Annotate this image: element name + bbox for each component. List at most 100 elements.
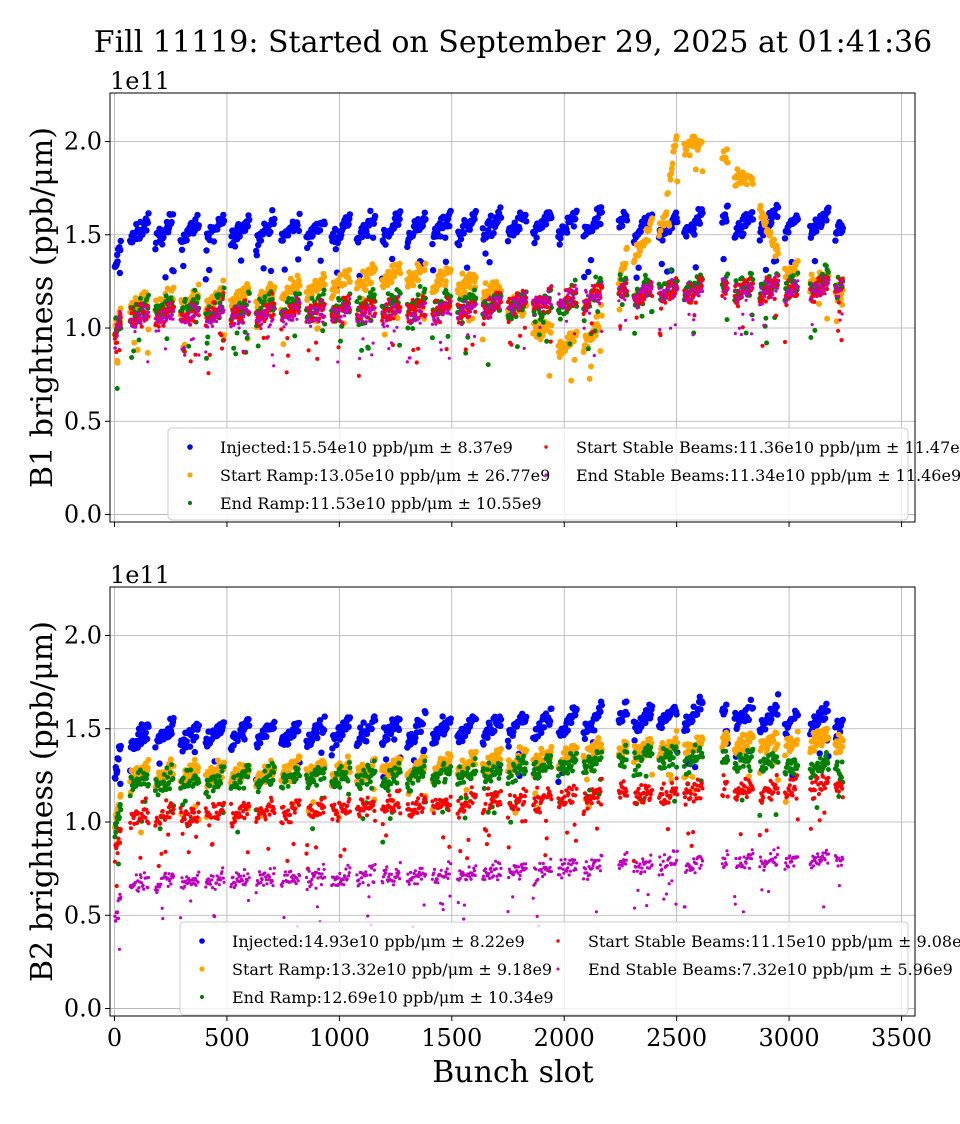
data-point (357, 320, 360, 323)
data-point (493, 309, 496, 312)
data-point (192, 319, 196, 323)
data-point (749, 271, 754, 276)
data-point (258, 320, 261, 323)
data-point (129, 355, 134, 360)
data-point (794, 290, 797, 293)
data-point (620, 293, 623, 296)
data-point (473, 274, 479, 280)
data-point (313, 310, 316, 313)
data-point (557, 241, 563, 247)
data-point (242, 315, 245, 318)
data-point (659, 307, 663, 311)
data-point (792, 282, 795, 285)
data-point (295, 728, 301, 734)
data-point (739, 287, 742, 290)
data-point (599, 209, 605, 215)
data-point (697, 706, 703, 712)
data-point (161, 323, 164, 326)
data-point (421, 294, 425, 298)
data-point (143, 320, 146, 323)
data-point (348, 306, 351, 309)
data-point (796, 286, 799, 289)
data-point (691, 231, 697, 237)
data-point (159, 241, 165, 247)
data-point (497, 291, 501, 295)
data-point (776, 287, 779, 290)
data-point (221, 297, 225, 301)
data-point (269, 306, 272, 309)
data-point (688, 293, 691, 296)
data-point (625, 288, 628, 291)
data-point (490, 305, 493, 308)
data-point (668, 285, 671, 288)
data-point (548, 323, 554, 329)
data-point (267, 335, 270, 338)
legend-marker (188, 501, 192, 505)
data-point (185, 321, 188, 324)
data-point (811, 323, 814, 326)
data-point (672, 294, 675, 297)
data-point (134, 326, 137, 329)
data-point (204, 356, 209, 361)
data-point (235, 331, 240, 336)
data-point (760, 287, 763, 290)
y-axis-label: B1 brightness (ppb/μm) (25, 127, 60, 488)
data-point (443, 278, 449, 284)
data-point (496, 302, 499, 305)
data-point (317, 227, 323, 233)
data-point (339, 308, 342, 311)
data-point (215, 320, 218, 323)
data-point (517, 297, 520, 300)
data-point (320, 313, 323, 316)
data-point (668, 177, 674, 183)
data-point (270, 292, 274, 296)
data-point (263, 734, 269, 740)
data-point (662, 289, 665, 292)
data-point (192, 749, 198, 755)
data-point (131, 318, 134, 321)
data-point (372, 299, 376, 303)
data-point (374, 306, 377, 309)
data-point (656, 233, 662, 239)
data-point (195, 765, 201, 771)
data-point (297, 291, 302, 296)
data-point (825, 287, 829, 291)
data-point (473, 310, 477, 314)
data-point (260, 265, 266, 271)
data-point (649, 215, 655, 221)
data-point (338, 339, 343, 344)
data-point (825, 205, 831, 211)
data-point (555, 779, 561, 785)
data-point (259, 327, 262, 330)
data-point (636, 295, 639, 298)
data-point (448, 300, 451, 303)
data-point (817, 750, 823, 756)
data-point (523, 326, 527, 330)
data-point (547, 718, 553, 724)
data-point (744, 181, 750, 187)
data-point (558, 317, 563, 322)
data-point (118, 743, 124, 749)
data-point (138, 829, 144, 835)
x-tick-label: 3500 (871, 1024, 932, 1052)
data-point (233, 351, 238, 356)
data-point (595, 291, 598, 294)
data-point (259, 313, 262, 316)
data-point (767, 291, 770, 294)
data-point (419, 322, 422, 325)
data-point (819, 284, 822, 287)
data-point (271, 318, 274, 321)
data-point (397, 343, 402, 348)
data-point (685, 290, 688, 293)
x-tick-label: 1000 (309, 1024, 370, 1052)
data-point (775, 204, 781, 210)
data-point (546, 373, 552, 379)
data-point (233, 322, 236, 325)
data-point (812, 328, 817, 333)
data-point (464, 265, 470, 271)
data-point (593, 354, 596, 357)
data-point (531, 240, 537, 246)
data-point (642, 291, 645, 294)
data-point (841, 284, 844, 287)
data-point (271, 719, 277, 725)
